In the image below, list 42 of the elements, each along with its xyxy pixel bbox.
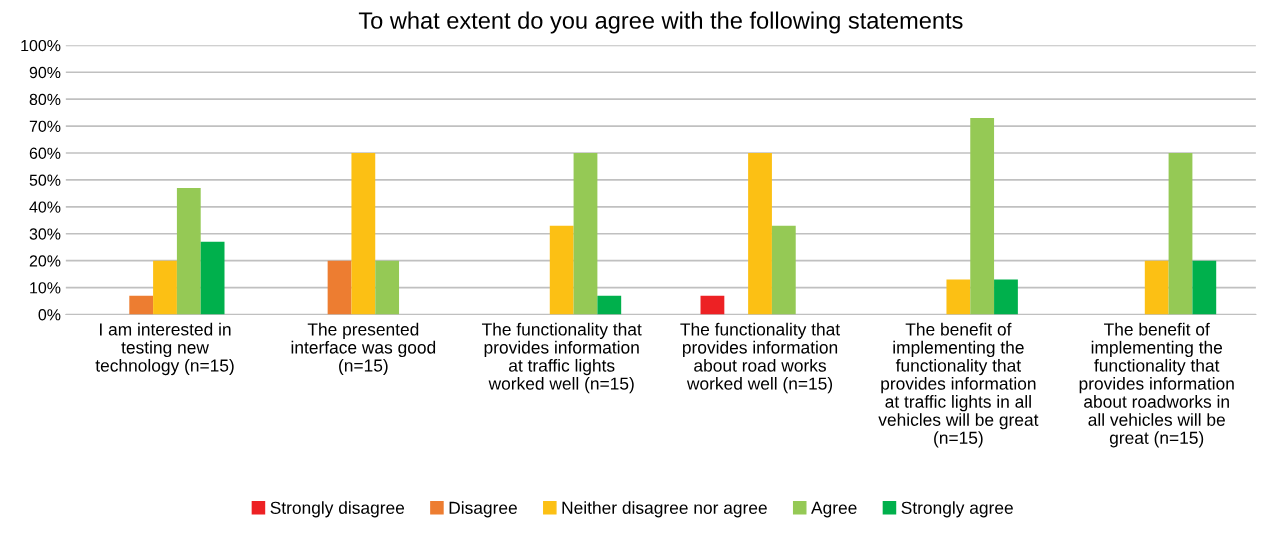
bar — [1144, 260, 1169, 315]
y-tick-label: 60% — [29, 147, 61, 159]
bar — [327, 260, 352, 315]
x-tick-label: The benefit of implementing the functionality that provides information at traffic lights in all vehicles will be great (n=15) — [878, 322, 1039, 448]
bar — [970, 117, 995, 315]
bar — [1192, 260, 1217, 315]
y-tick-label: 70% — [29, 120, 61, 132]
y-tick-label: 100% — [21, 39, 61, 52]
bar — [946, 279, 971, 315]
x-tick-label: The benefit of implementing the functionality that provides information about roadworks in all vehicles will be great (n=15) — [1079, 322, 1234, 448]
chart-title: To what extent do you agree with the following statements — [358, 11, 963, 34]
legend-label: Strongly disagree — [270, 501, 405, 518]
bar — [351, 152, 376, 315]
bar — [1168, 152, 1193, 315]
bar — [200, 241, 225, 315]
bar — [375, 260, 400, 315]
y-tick-label: 0% — [38, 309, 61, 321]
bar — [129, 295, 154, 315]
y-tick-label: 50% — [29, 174, 61, 186]
y-tick-label: 40% — [29, 201, 61, 213]
bar — [573, 152, 598, 315]
legend-label: Agree — [811, 501, 857, 518]
bar — [597, 295, 622, 315]
x-tick-label: I am interested in testing new technology (n=15) — [95, 322, 234, 376]
bar — [176, 187, 201, 315]
bar — [549, 225, 574, 315]
x-tick-label: The presented interface was good (n=15) — [291, 322, 436, 376]
bar — [748, 152, 772, 315]
bar — [153, 260, 177, 315]
bar — [994, 279, 1018, 315]
y-tick-label: 10% — [30, 282, 61, 294]
x-tick-label: The functionality that provides information about road works worked well (n=15) — [680, 322, 840, 394]
y-tick-label: 20% — [29, 255, 61, 267]
y-tick-label: 30% — [29, 228, 61, 240]
bar — [700, 295, 725, 315]
y-tick-label: 80% — [29, 93, 61, 106]
x-tick-label: The functionality that provides information at traffic lights worked well (n=15) — [481, 322, 642, 394]
y-tick-label: 90% — [29, 66, 61, 79]
bar — [771, 225, 796, 315]
legend-label: Neither disagree nor agree — [562, 501, 767, 518]
legend-label: Disagree — [449, 501, 517, 518]
legend-label: Strongly agree — [901, 501, 1013, 518]
